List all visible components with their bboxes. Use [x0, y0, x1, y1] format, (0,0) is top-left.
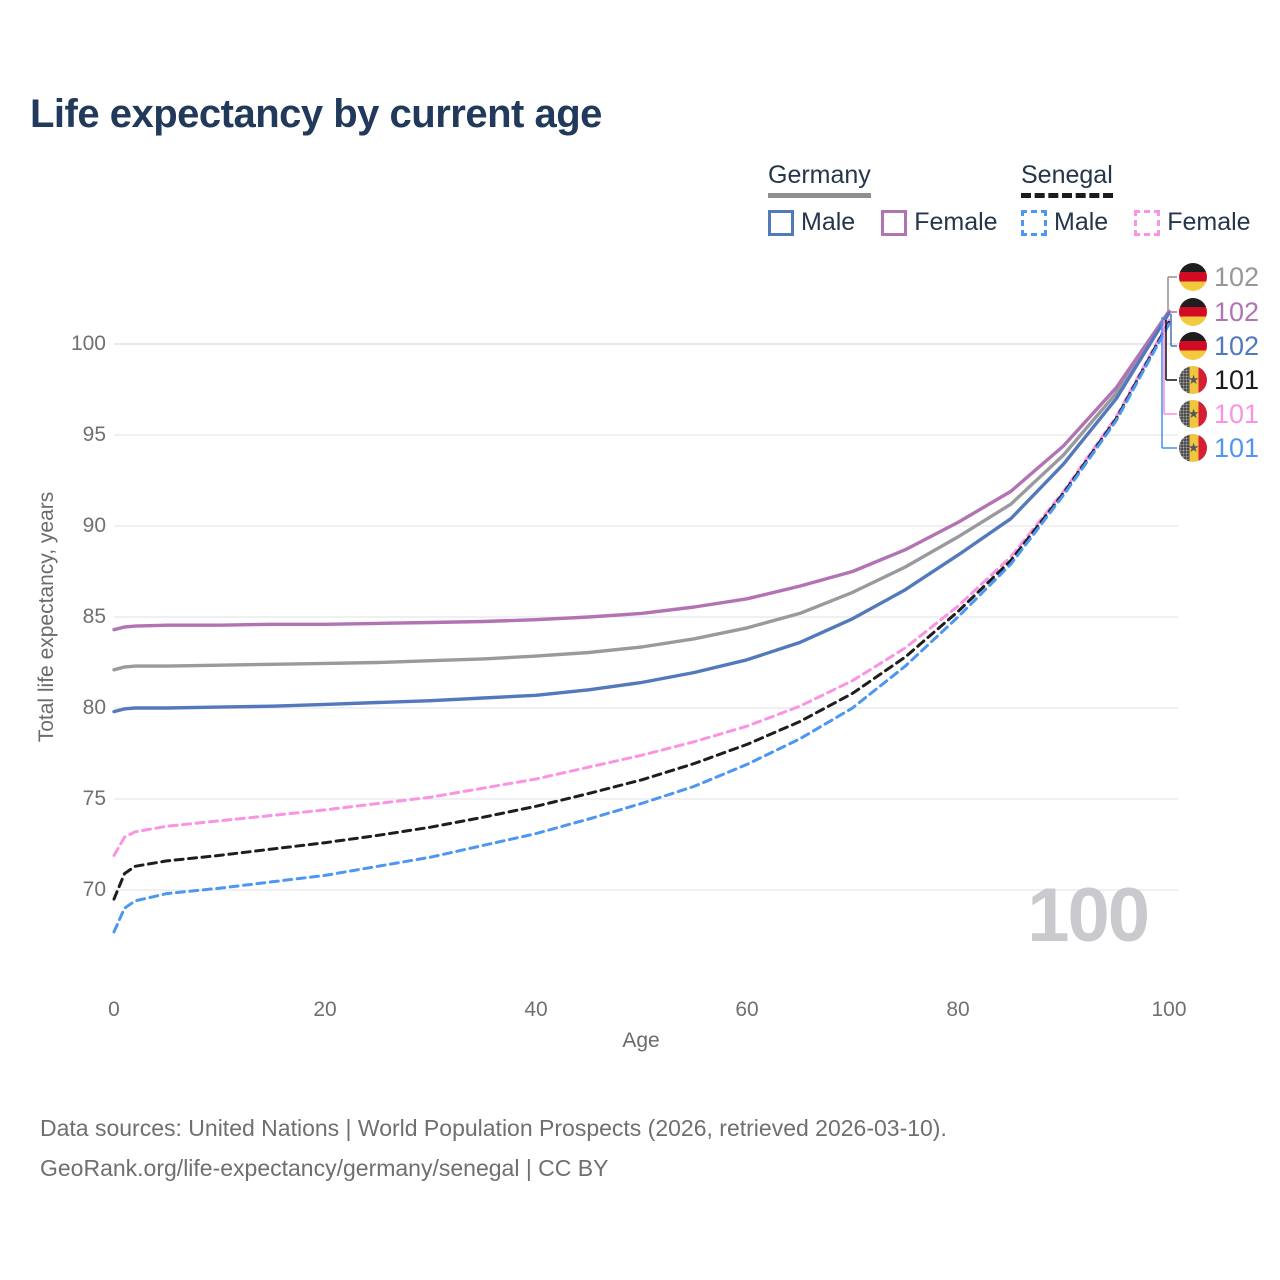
legend-label-germany-female: Female	[914, 208, 998, 236]
germany-male-swatch-icon	[768, 209, 794, 236]
legend-item-germany-male[interactable]: Male	[768, 208, 855, 237]
endpoint-value: 101	[1214, 365, 1260, 395]
legend-label-senegal-female: Female	[1167, 208, 1251, 236]
endpoint-row-senegal-3: ★ 101	[1179, 366, 1259, 394]
endpoint-row-senegal-4: ★ 101	[1179, 400, 1259, 428]
senegal-flag-icon: ★	[1179, 366, 1207, 394]
footer-attribution-link[interactable]: GeoRank.org/life-expectancy/germany/sene…	[40, 1155, 609, 1181]
x-tick-label-60: 60	[735, 998, 759, 1021]
series-line-senegal-male[interactable]	[112, 322, 1171, 934]
senegal-flag-icon: ★	[1179, 434, 1207, 462]
senegal-female-swatch-icon	[1134, 209, 1161, 236]
x-tick-label-20: 20	[313, 998, 337, 1021]
x-tick-label-0: 0	[108, 998, 120, 1021]
senegal-star-icon: ★	[1187, 372, 1200, 388]
senegal-star-icon: ★	[1187, 440, 1200, 456]
endpoint-value: 102	[1214, 331, 1260, 361]
series-line-senegal-female[interactable]	[112, 318, 1171, 857]
endpoint-value: 101	[1214, 433, 1260, 463]
series-line-germany-male[interactable]	[112, 311, 1171, 714]
footer-data-sources: Data sources: United Nations | World Pop…	[40, 1115, 947, 1141]
germany-flag-icon	[1179, 263, 1207, 291]
senegal-male-swatch-icon	[1021, 209, 1047, 236]
footer: Data sources: United Nations | World Pop…	[40, 1108, 947, 1188]
endpoint-row-germany-1: 102	[1179, 298, 1259, 326]
senegal-flag-icon: ★	[1179, 400, 1207, 428]
y-tick-label-95: 95	[82, 423, 106, 446]
y-tick-label-100: 100	[70, 332, 106, 355]
flag-dot-texture	[1179, 400, 1190, 428]
legend-items-senegal: Male Female	[1021, 208, 1251, 237]
series-line-germany-both-sexes[interactable]	[112, 310, 1171, 672]
x-tick-label-80: 80	[946, 998, 970, 1021]
endpoint-row-germany-0: 102	[1179, 263, 1259, 291]
y-tick-label-75: 75	[82, 787, 106, 810]
endpoint-row-senegal-5: ★ 101	[1179, 434, 1259, 462]
legend-title-germany[interactable]: Germany	[768, 161, 871, 198]
y-tick-label-80: 80	[82, 696, 106, 719]
x-axis-title: Age	[622, 1029, 660, 1052]
senegal-star-icon: ★	[1187, 406, 1200, 422]
legend-group-senegal: Senegal Male Female	[1021, 161, 1251, 237]
endpoint-value: 102	[1214, 262, 1260, 292]
legend-item-senegal-male[interactable]: Male	[1021, 208, 1108, 237]
legend-label-senegal-male: Male	[1054, 208, 1109, 236]
legend-label-germany-male: Male	[801, 208, 856, 236]
legend-group-germany: Germany Male Female	[768, 161, 998, 237]
germany-flag-icon	[1179, 298, 1207, 326]
endpoint-row-germany-2: 102	[1179, 332, 1259, 360]
age-watermark: 100	[1027, 873, 1150, 958]
x-tick-label-40: 40	[524, 998, 548, 1021]
legend-title-senegal[interactable]: Senegal	[1021, 161, 1113, 198]
y-tick-label-70: 70	[82, 878, 106, 901]
flag-dot-texture	[1179, 434, 1190, 462]
series-line-senegal-both-sexes[interactable]	[112, 320, 1171, 901]
y-axis-title: Total life expectancy, years	[35, 491, 58, 743]
series-line-germany-female[interactable]	[112, 309, 1171, 632]
legend-item-germany-female[interactable]: Female	[881, 208, 998, 237]
germany-female-swatch-icon	[881, 209, 908, 236]
y-tick-label-85: 85	[82, 605, 106, 628]
legend-items-germany: Male Female	[768, 208, 998, 237]
y-tick-label-90: 90	[82, 514, 106, 537]
flag-dot-texture	[1179, 366, 1190, 394]
page-title: Life expectancy by current age	[30, 92, 602, 136]
endpoint-value: 101	[1214, 399, 1260, 429]
endpoint-value: 102	[1214, 297, 1260, 327]
germany-flag-icon	[1179, 332, 1207, 360]
legend-item-senegal-female[interactable]: Female	[1134, 208, 1251, 237]
x-tick-label-100: 100	[1151, 998, 1187, 1021]
